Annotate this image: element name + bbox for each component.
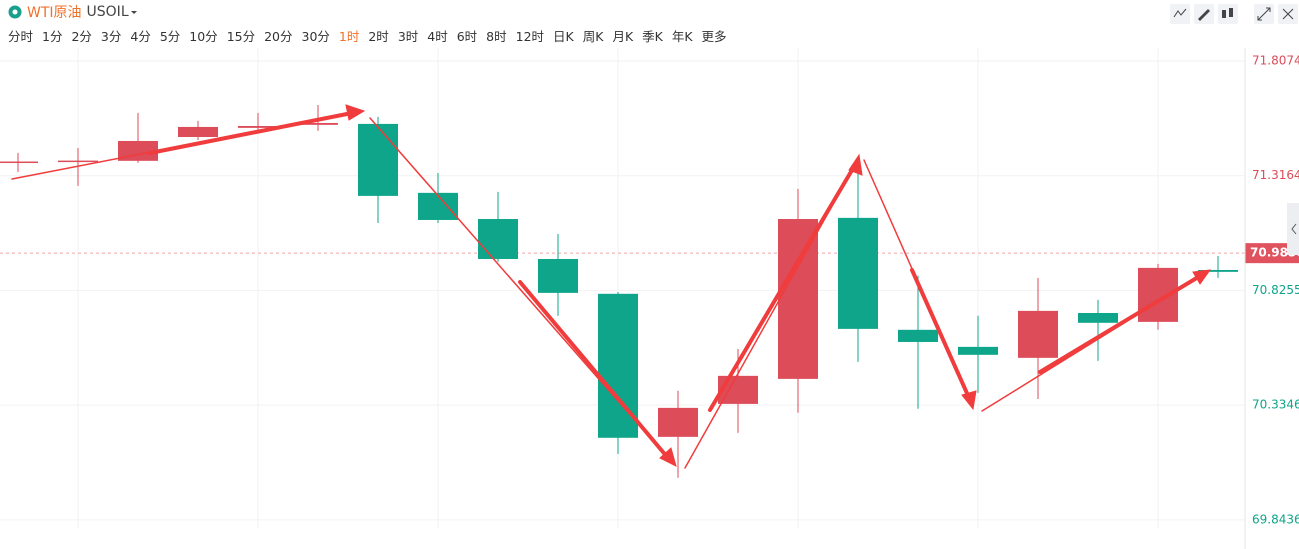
- type-button[interactable]: [1218, 4, 1238, 24]
- toolbar-icons: [1170, 4, 1298, 24]
- period-button[interactable]: 4时: [427, 29, 448, 44]
- symbol-code[interactable]: USOIL: [86, 4, 129, 20]
- period-button[interactable]: 2分: [71, 29, 92, 44]
- candle-body: [838, 217, 878, 329]
- candle-body: [1078, 312, 1118, 323]
- period-button[interactable]: 12时: [515, 29, 545, 44]
- candle-body: [358, 123, 398, 196]
- period-button[interactable]: 3时: [397, 29, 419, 44]
- period-button[interactable]: 10分: [189, 29, 218, 44]
- candle-body: [598, 293, 638, 438]
- last-price-label: 70.9850: [1250, 246, 1299, 260]
- period-button[interactable]: 15分: [226, 29, 256, 44]
- period-button[interactable]: 季K: [642, 29, 663, 44]
- candle-body: [118, 140, 158, 161]
- collapse-tab[interactable]: [1287, 203, 1299, 255]
- candle-body: [418, 192, 458, 220]
- y-tick-label: 70.8255: [1252, 283, 1299, 297]
- period-button[interactable]: 周K: [582, 29, 604, 44]
- candle-body: [718, 375, 758, 404]
- candle-body: [298, 122, 338, 125]
- period-button[interactable]: 更多: [701, 29, 727, 44]
- candle-body: [778, 219, 818, 379]
- y-tick-label: 69.8436: [1252, 512, 1299, 526]
- candle-body: [0, 161, 38, 164]
- symbol-icon: [8, 5, 22, 19]
- period-button[interactable]: 日K: [553, 29, 574, 44]
- period-button[interactable]: 4分: [130, 29, 151, 44]
- period-button[interactable]: 1时: [338, 29, 360, 44]
- period-button[interactable]: 20分: [264, 29, 293, 44]
- period-bar: 分时 1分 2分 3分 4分 5分 10分 15分 20分 30分 1时 2时 3时 4时 6时 8时 12时日…: [8, 26, 727, 45]
- candle-body: [958, 346, 998, 355]
- period-button[interactable]: 分时: [8, 29, 34, 44]
- y-tick-label: 70.3346: [1252, 398, 1299, 412]
- candle-body: [658, 407, 698, 437]
- period-button[interactable]: 30分: [301, 29, 330, 44]
- candle-body: [1138, 267, 1178, 322]
- candle-body: [1018, 310, 1058, 358]
- last-price-box: [1245, 243, 1299, 264]
- candle-body: [238, 126, 278, 128]
- period-button[interactable]: 3分: [100, 29, 122, 44]
- period-button[interactable]: 年K: [671, 29, 693, 44]
- candle-body: [898, 329, 938, 342]
- symbol-name[interactable]: WTI原油: [27, 5, 82, 21]
- period-button[interactable]: 2时: [368, 29, 389, 44]
- header: WTI原油 USOIL: [8, 2, 139, 22]
- dropdown-caret[interactable]: [129, 7, 139, 17]
- candle-body: [178, 126, 218, 137]
- candle-body: [538, 258, 578, 293]
- y-tick-label: 71.3164: [1252, 168, 1299, 182]
- candle-body: [478, 219, 518, 259]
- period-button[interactable]: 1分: [42, 29, 63, 44]
- period-button[interactable]: 月K: [612, 29, 634, 44]
- period-button[interactable]: 8时: [486, 29, 507, 44]
- period-button[interactable]: 5分: [159, 29, 181, 44]
- period-button[interactable]: 6时: [456, 29, 478, 44]
- candle-body: [1198, 269, 1238, 272]
- trend-arrows: [11, 104, 1212, 469]
- y-tick-label: 71.8074: [1252, 53, 1299, 67]
- candle-body: [58, 160, 98, 163]
